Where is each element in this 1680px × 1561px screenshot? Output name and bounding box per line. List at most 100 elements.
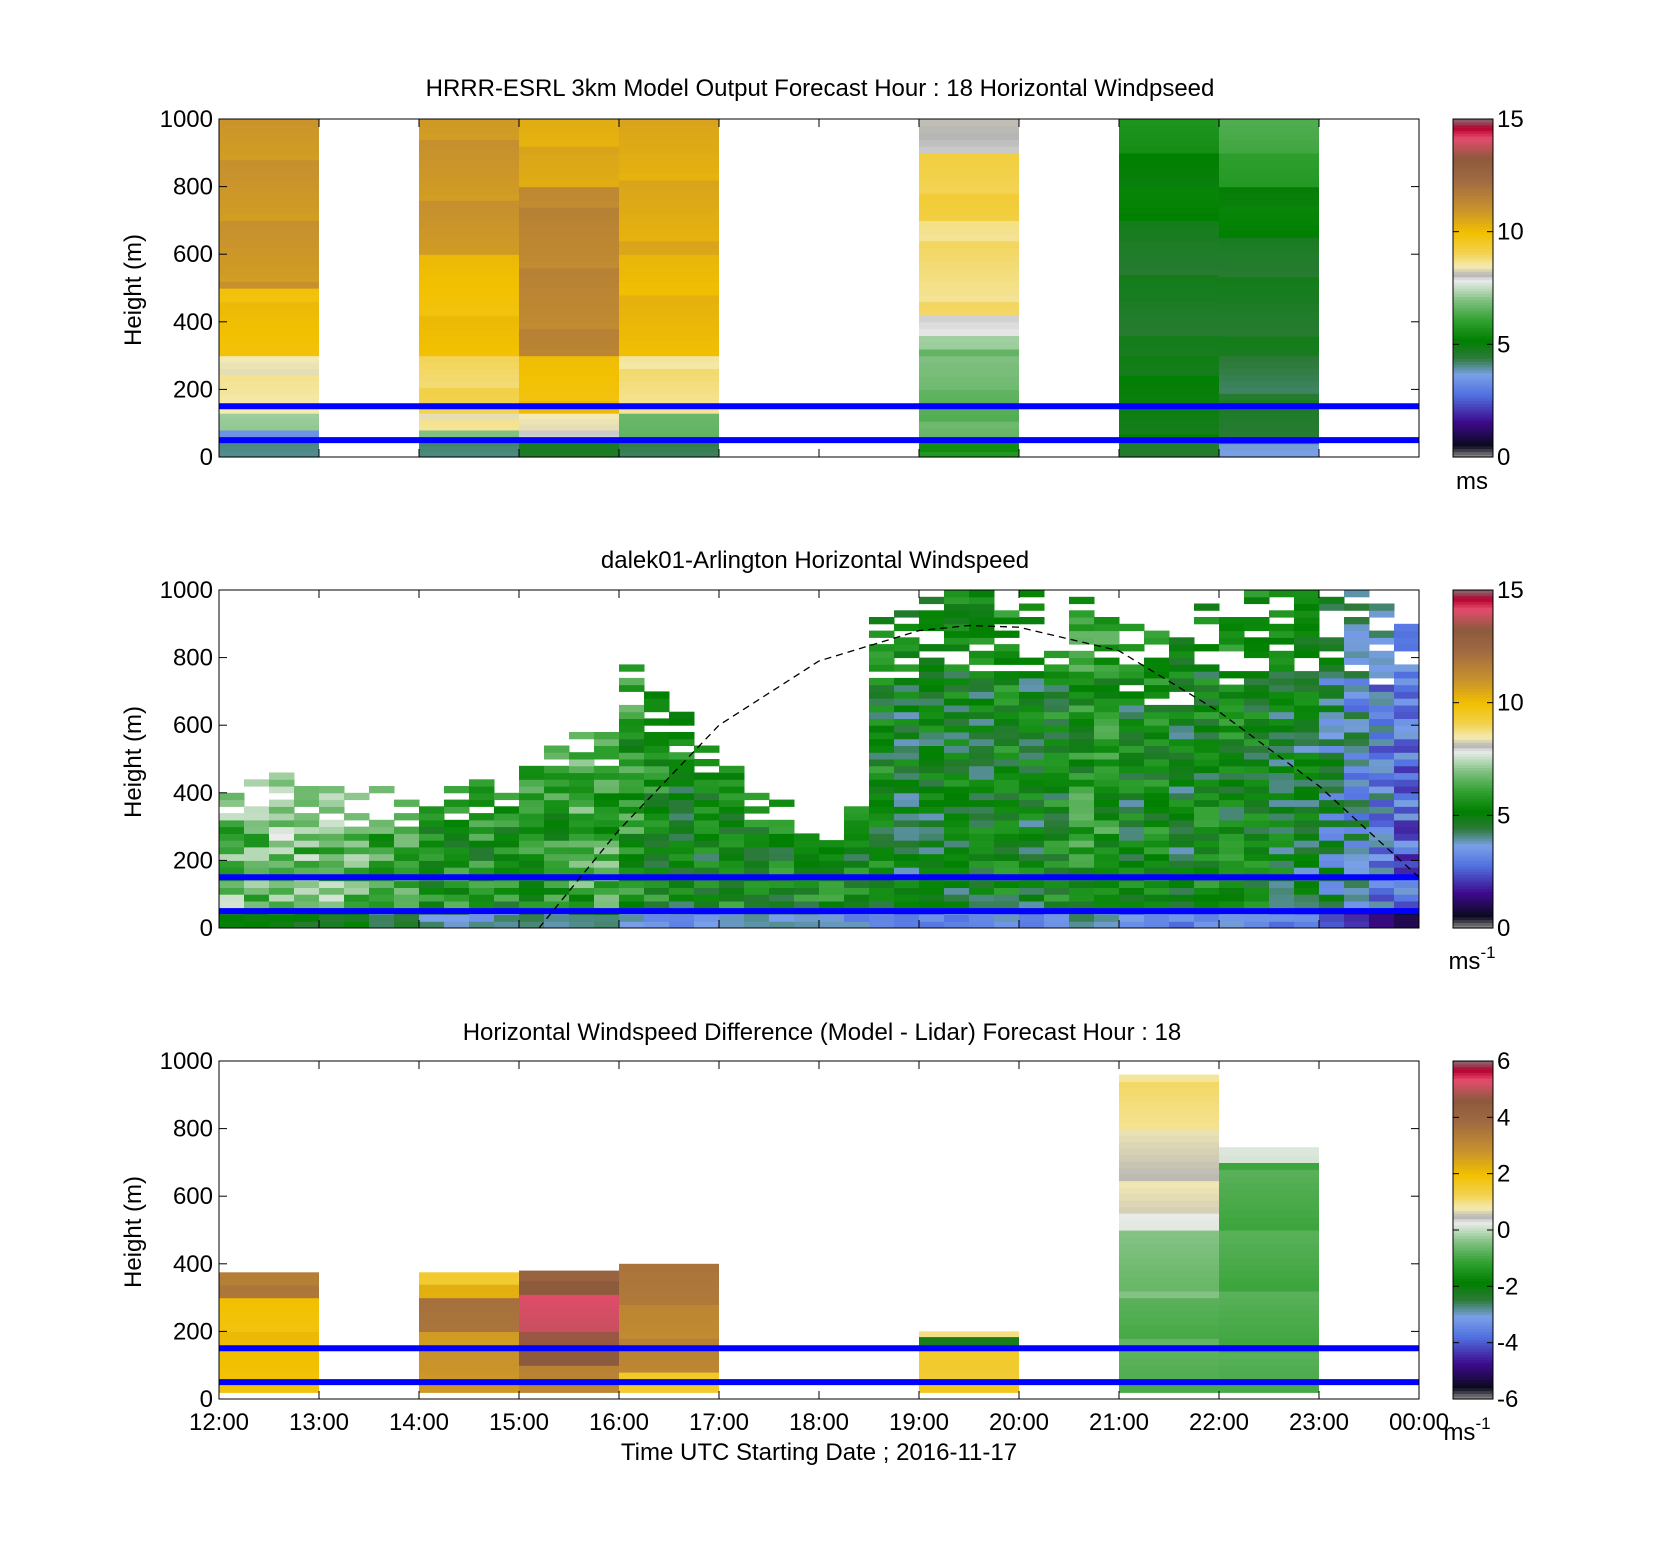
- heat-cell: [1219, 316, 1319, 324]
- heat-cell: [1119, 725, 1145, 733]
- heat-cell: [519, 362, 619, 369]
- heat-cell: [419, 860, 445, 868]
- heat-cell: [419, 213, 519, 221]
- heat-cell: [769, 799, 795, 807]
- colorbar-swatch: [1453, 1100, 1493, 1104]
- heat-cell: [1119, 677, 1145, 686]
- x-tick-label: 12:00: [189, 1409, 249, 1436]
- heat-cell: [244, 880, 270, 888]
- heat-cell: [844, 813, 870, 821]
- heat-cell: [969, 894, 995, 902]
- heat-cell: [719, 819, 745, 828]
- heat-cell: [619, 921, 645, 929]
- heat-cell: [619, 894, 645, 902]
- heat-cell: [1394, 677, 1420, 686]
- heat-cell: [1194, 691, 1220, 699]
- colorbar-swatch: [1453, 891, 1493, 895]
- heat-cell: [969, 921, 995, 929]
- heat-cell: [919, 698, 945, 706]
- colorbar-swatch: [1453, 265, 1493, 269]
- heat-cell: [1119, 1148, 1219, 1156]
- heat-cell: [619, 1284, 719, 1292]
- heat-cell: [419, 193, 519, 201]
- colorbar-tick-label: 5: [1497, 331, 1510, 358]
- heat-cell: [1069, 630, 1095, 638]
- heat-cell: [819, 860, 845, 868]
- colorbar-swatch: [1453, 1348, 1493, 1352]
- heat-cell: [1244, 846, 1270, 855]
- heat-cell: [1244, 725, 1270, 733]
- heat-cell: [894, 745, 920, 753]
- heat-cell: [894, 853, 920, 861]
- heat-cell: [994, 759, 1020, 767]
- heat-cell: [669, 860, 695, 868]
- heat-cell: [944, 677, 970, 686]
- colorbar-swatch: [1453, 1317, 1493, 1321]
- heat-cell: [419, 914, 445, 922]
- heat-cell: [669, 738, 695, 746]
- heat-cell: [894, 732, 920, 740]
- heat-cell: [619, 1372, 719, 1380]
- heat-cell: [594, 732, 620, 740]
- colorbar-swatch: [1453, 1373, 1493, 1378]
- heat-cell: [1344, 637, 1370, 645]
- heat-cell: [844, 887, 870, 895]
- panel-lidar-reference-lines: [219, 874, 1419, 915]
- heat-cell: [619, 826, 645, 834]
- heat-cell: [869, 840, 895, 848]
- heat-cell: [1394, 752, 1420, 760]
- heat-cell: [1244, 914, 1270, 922]
- colorbar-swatch: [1453, 798, 1493, 802]
- heat-cell: [1219, 119, 1319, 127]
- colorbar-swatch: [1453, 1142, 1493, 1147]
- heat-cell: [444, 860, 470, 868]
- heat-cell: [1119, 671, 1145, 679]
- colorbar-swatch: [1453, 276, 1493, 281]
- heat-cell: [1219, 1203, 1319, 1211]
- heat-cell: [344, 921, 370, 929]
- heat-cell: [1144, 853, 1170, 861]
- heat-cell: [1194, 664, 1220, 672]
- heat-cell: [1344, 671, 1370, 679]
- heat-cell: [644, 691, 670, 699]
- colorbar-swatch: [1453, 722, 1493, 726]
- heat-cell: [769, 880, 795, 888]
- heat-cell: [669, 826, 695, 834]
- heat-cell: [269, 880, 295, 888]
- heat-cell: [894, 914, 920, 922]
- colorbar-swatch: [1453, 711, 1493, 715]
- heat-cell: [1019, 846, 1045, 855]
- heat-cell: [1044, 671, 1070, 679]
- heat-cell: [1094, 630, 1120, 638]
- heat-cell: [444, 826, 470, 834]
- heat-cell: [1294, 806, 1320, 814]
- heat-cell: [619, 274, 719, 282]
- colorbar-swatch: [1453, 1077, 1493, 1082]
- heat-cell: [1119, 1317, 1219, 1326]
- heat-cell: [869, 684, 895, 692]
- colorbar-swatch: [1453, 1263, 1493, 1268]
- heat-cell: [969, 630, 995, 638]
- colorbar-swatch: [1453, 651, 1493, 656]
- heat-cell: [1169, 765, 1195, 774]
- heat-cell: [1094, 887, 1120, 895]
- heat-cell: [594, 921, 620, 929]
- heat-cell: [1244, 677, 1270, 686]
- heat-cell: [919, 867, 945, 875]
- heat-cell: [1219, 819, 1245, 828]
- heat-cell: [619, 254, 719, 262]
- colorbar-swatch: [1453, 135, 1493, 140]
- heat-cell: [1294, 894, 1320, 902]
- colorbar-swatch: [1453, 1303, 1493, 1307]
- heat-cell: [519, 240, 619, 249]
- heat-cell: [619, 445, 719, 452]
- colorbar-swatch: [1453, 1207, 1493, 1211]
- heat-cell: [669, 792, 695, 801]
- heat-cell: [1294, 840, 1320, 848]
- heat-cell: [1294, 914, 1320, 922]
- heat-cell: [1294, 610, 1320, 618]
- heat-cell: [1219, 704, 1245, 713]
- heat-cell: [994, 819, 1020, 828]
- y-tick-label: 600: [173, 1183, 213, 1210]
- heat-cell: [894, 901, 920, 909]
